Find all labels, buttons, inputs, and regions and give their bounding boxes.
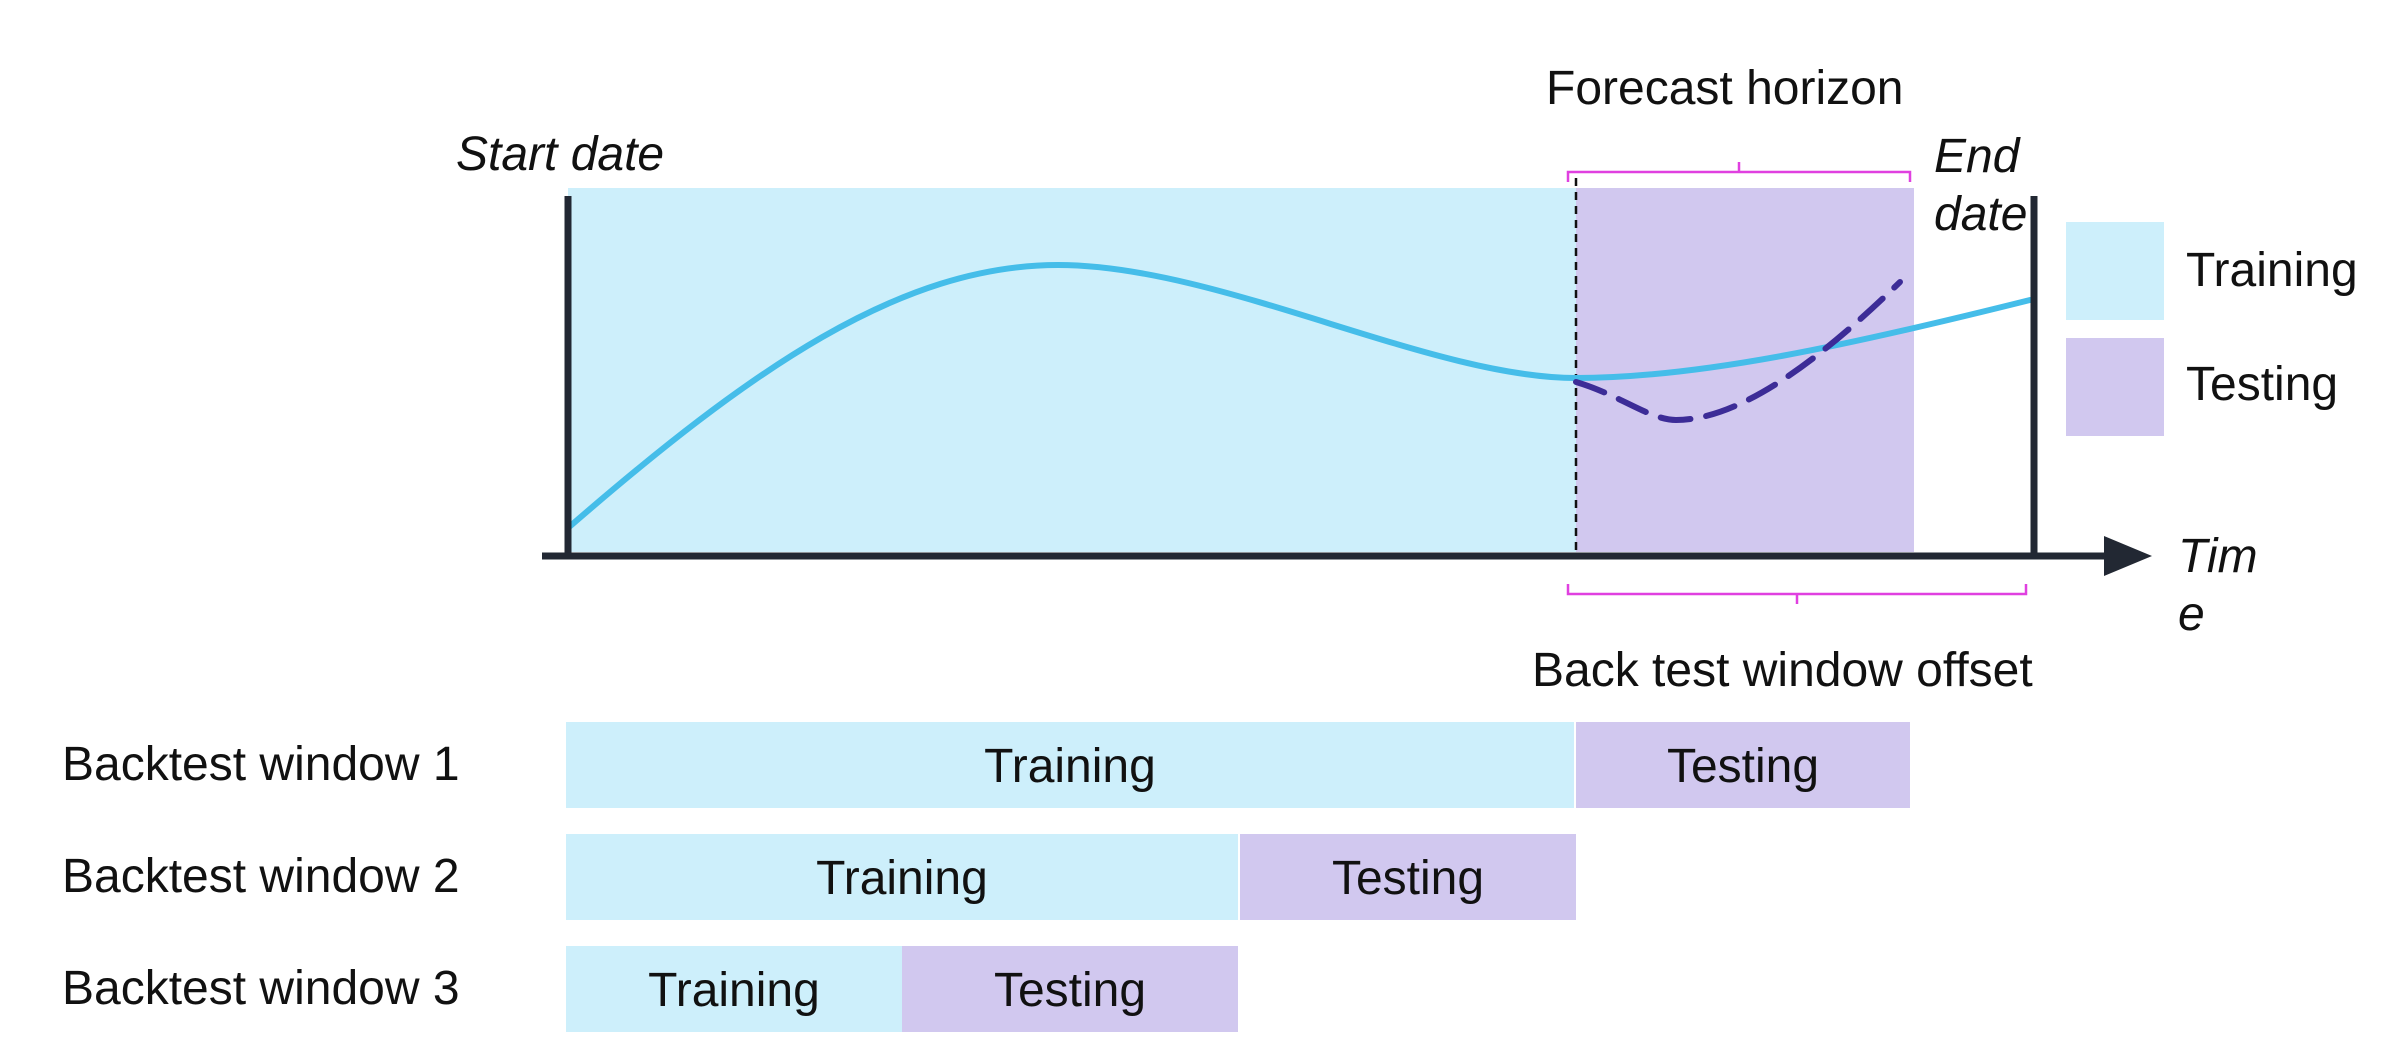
backtest-window-1-training	[566, 722, 1574, 808]
testing-region	[1576, 188, 1914, 552]
time-label-line2: e	[2178, 588, 2205, 641]
backtest-window-3-testing	[902, 946, 1238, 1032]
backtest-window-3-label: Backtest window 3	[62, 962, 460, 1015]
forecast-horizon-bracket	[1566, 162, 1912, 182]
legend-testing-swatch	[2066, 338, 2164, 436]
backtest-window-3-training-label: Training	[648, 964, 820, 1017]
forecast-horizon-label: Forecast horizon	[1546, 62, 1904, 115]
training-region	[568, 188, 1576, 552]
time-axis-arrowhead	[2104, 536, 2152, 576]
time-label-line1: Tim	[2178, 530, 2258, 583]
backtest-window-3-training	[566, 946, 902, 1032]
backtest-window-2-training-label: Training	[816, 852, 988, 905]
backtest-window-1-testing-label: Testing	[1667, 740, 1819, 793]
forecast-line	[1573, 279, 1903, 424]
backtest-window-2-label: Backtest window 2	[62, 850, 460, 903]
backtest-offset-bracket	[1566, 584, 2028, 604]
backtest-window-2-testing-label: Testing	[1332, 852, 1484, 905]
backtest-offset-label: Back test window offset	[1532, 644, 2033, 697]
start-date-label: Start date	[456, 128, 664, 181]
backtest-window-1-testing	[1576, 722, 1910, 808]
backtest-window-1-label: Backtest window 1	[62, 738, 460, 791]
backtest-window-2-testing	[1240, 834, 1576, 920]
backtest-window-2-training	[566, 834, 1238, 920]
legend-training-label: Training	[2186, 244, 2358, 297]
end-date-label-line1: End	[1934, 130, 2021, 183]
legend-testing-label: Testing	[2186, 358, 2338, 411]
legend-training-swatch	[2066, 222, 2164, 320]
end-date-label-line2: date	[1934, 188, 2027, 241]
backtest-window-3-testing-label: Testing	[994, 964, 1146, 1017]
series-line	[565, 261, 2033, 531]
backtest-window-1-training-label: Training	[984, 740, 1156, 793]
